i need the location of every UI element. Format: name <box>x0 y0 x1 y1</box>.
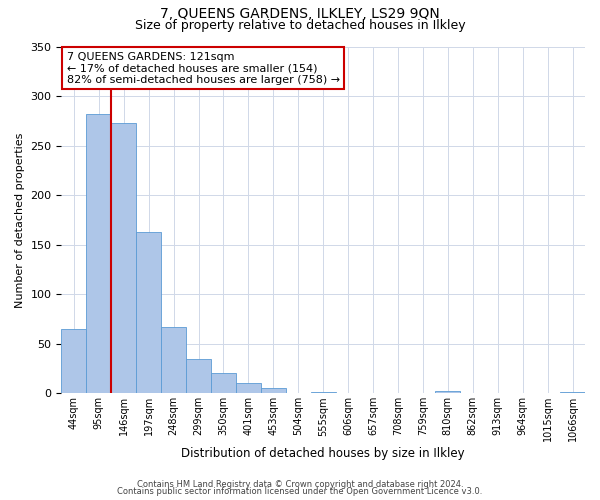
Bar <box>261 388 286 394</box>
Text: 7 QUEENS GARDENS: 121sqm
← 17% of detached houses are smaller (154)
82% of semi-: 7 QUEENS GARDENS: 121sqm ← 17% of detach… <box>67 52 340 85</box>
Bar <box>560 392 585 394</box>
Bar <box>111 123 136 394</box>
Bar <box>436 392 460 394</box>
Bar <box>161 327 186 394</box>
Text: Contains HM Land Registry data © Crown copyright and database right 2024.: Contains HM Land Registry data © Crown c… <box>137 480 463 489</box>
Text: Size of property relative to detached houses in Ilkley: Size of property relative to detached ho… <box>134 18 466 32</box>
Text: 7, QUEENS GARDENS, ILKLEY, LS29 9QN: 7, QUEENS GARDENS, ILKLEY, LS29 9QN <box>160 8 440 22</box>
Bar <box>186 358 211 394</box>
X-axis label: Distribution of detached houses by size in Ilkley: Distribution of detached houses by size … <box>181 447 465 460</box>
Bar <box>86 114 111 394</box>
Bar <box>311 392 335 394</box>
Y-axis label: Number of detached properties: Number of detached properties <box>15 132 25 308</box>
Bar <box>211 374 236 394</box>
Bar <box>61 329 86 394</box>
Bar <box>136 232 161 394</box>
Bar <box>236 384 261 394</box>
Text: Contains public sector information licensed under the Open Government Licence v3: Contains public sector information licen… <box>118 487 482 496</box>
